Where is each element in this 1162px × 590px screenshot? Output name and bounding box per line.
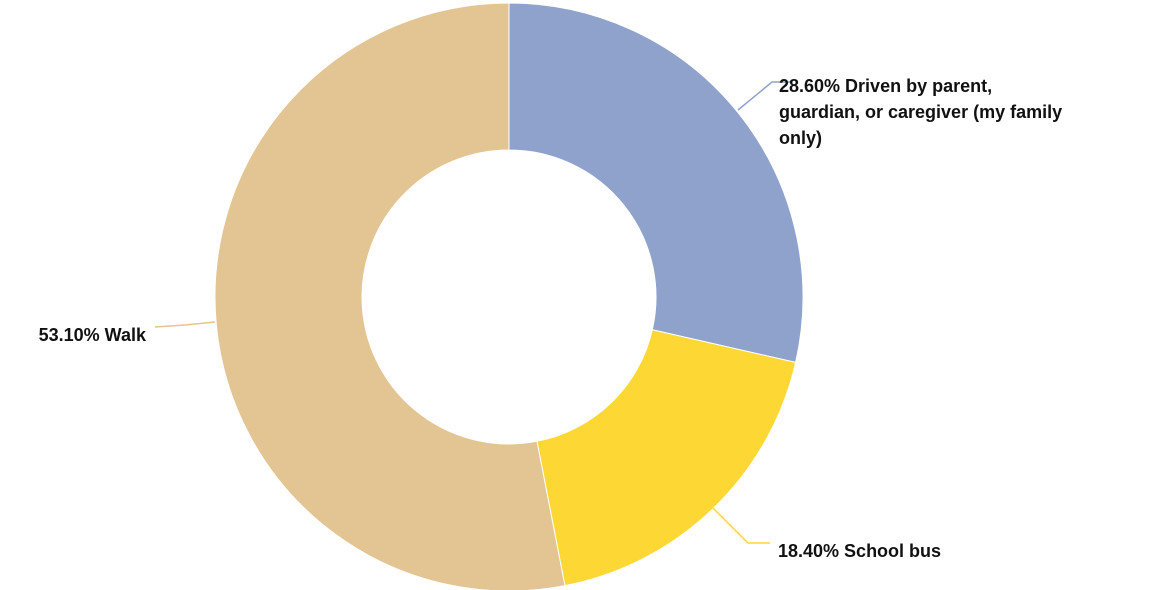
donut-slice — [536, 329, 797, 587]
leader-lines — [154, 81, 790, 544]
slice-label-line: guardian, or caregiver (my family — [779, 102, 1062, 122]
leader-line — [154, 321, 216, 328]
slice-label-line: 53.10% Walk — [39, 325, 147, 345]
slice-label-line: 18.40% School bus — [778, 541, 941, 561]
donut-slice — [508, 2, 804, 364]
donut-slice — [214, 2, 566, 590]
leader-line — [712, 507, 770, 544]
slice-label: 28.60% Driven by parent, guardian, or car… — [779, 76, 1062, 148]
slice-label-line: only) — [779, 128, 822, 148]
donut-slices — [214, 2, 804, 590]
slice-label: 53.10% Walk — [39, 325, 147, 345]
slice-label: 18.40% School bus — [778, 541, 941, 561]
slice-label-line: 28.60% Driven by parent, — [779, 76, 992, 96]
slice-labels: 28.60% Driven by parent, guardian, or car… — [39, 76, 1063, 561]
leader-line — [737, 81, 790, 111]
